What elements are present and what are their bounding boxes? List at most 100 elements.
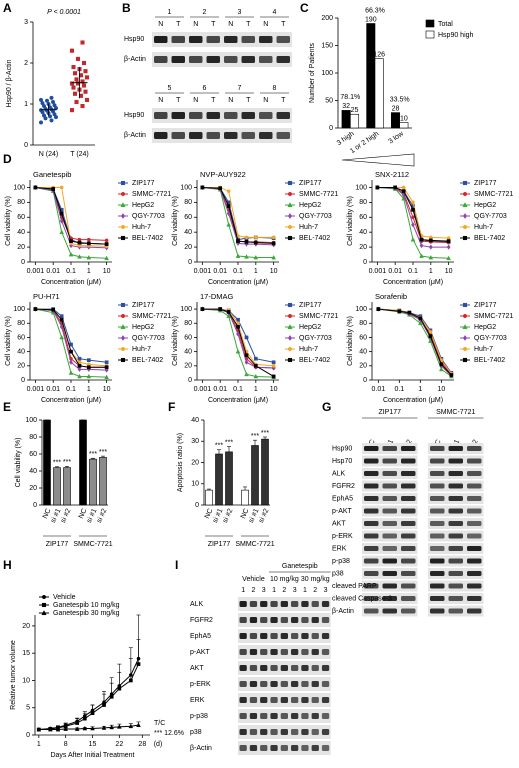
row-label: cleaved Caspase-3 [332,595,392,602]
series-line [202,186,274,259]
blot-band [270,681,278,687]
blot-band [171,112,185,119]
data-point [59,211,64,216]
legend-label: Huh-7 [299,346,318,353]
bar [79,419,87,506]
legend-swatch [425,19,435,28]
blot-band [467,533,482,539]
blot-band [467,546,482,551]
row-label: AKT [332,520,346,527]
panel-letter: G [322,400,331,414]
data-point [236,331,240,337]
legend-label: SMMC-7721 [132,191,171,198]
data-point [117,724,122,729]
blot-band [239,729,247,735]
legend-marker [287,357,293,363]
blot-band [260,697,268,703]
legend-marker [462,357,468,363]
legend-label: Hsp90 high [438,32,474,39]
blot-band [364,596,379,601]
x-tick-label: 0.1 [394,386,404,393]
blot-band [364,558,379,564]
panel-letter: A [3,1,12,15]
y-tick-label: 20 [22,623,30,630]
data-point [428,329,433,334]
data-point [74,99,79,105]
blot-band [448,471,463,476]
blot-band [364,583,379,589]
blot-band [259,36,273,43]
x-unit: (d) [154,741,163,748]
data-point [75,721,80,725]
blot-band [448,596,463,601]
data-point [428,334,433,338]
data-point [244,235,249,240]
data-point [401,185,406,190]
blot-band [301,649,309,655]
blot-band [382,496,397,501]
blot-band [430,583,445,589]
blot-band [382,558,397,564]
data-point [38,97,44,102]
y-tick-label: 100 [25,417,37,424]
legend-marker [462,302,468,308]
blot-band [430,496,445,501]
data-point [74,77,79,82]
row-label: Hsp90 [332,445,352,452]
lane-label: 2 [282,587,286,594]
blot-band [260,681,268,687]
data-label: 126 [373,52,385,59]
y-tick-label: 0 [188,377,192,384]
series-line [202,308,274,367]
x-tick-label: 22 [115,741,123,748]
bar [99,457,107,506]
annotation: 66.3% [365,7,385,14]
blot-band [401,583,416,589]
legend-marker [287,313,293,319]
blot-band [448,458,463,464]
data-point [200,307,205,311]
y-axis-label: Cell viability (%) [347,316,354,366]
data-label: 10 [400,115,408,122]
blot-band [301,617,309,623]
row-label: p38 [190,729,202,736]
legend-label: Total [438,21,453,28]
blot-band [260,745,268,751]
blot-band [249,665,258,671]
legend-marker [462,213,468,219]
blot-band [206,112,220,119]
y-tick-label: 0 [21,259,25,266]
data-point [411,215,415,220]
data-point [397,309,402,314]
legend-label: QGY-7703 [474,335,507,342]
data-point [419,253,424,258]
blot-band [364,521,379,526]
data-point [235,349,241,354]
x-axis-label: Concentration (μM) [41,279,101,286]
blot-membrane [152,128,292,143]
x-tick-label: 0.1 [233,268,243,275]
sample-number: 4 [273,9,277,16]
blot-band [249,633,258,639]
row-label: p-AKT [190,649,211,656]
row-label: EphA5 [190,633,211,640]
bar [53,467,61,506]
data-point [136,722,141,728]
data-point [47,114,53,119]
row-label: p-p38 [190,713,208,720]
data-point [136,662,141,666]
blot-band [382,596,397,601]
lane-label: 3 [293,587,297,594]
blot-band [239,665,247,671]
row-label: FGFR2 [190,617,213,624]
blot-band [249,681,258,687]
blot-band [189,36,203,43]
blot-band [276,112,290,119]
series-line [377,186,449,242]
y-tick-label: 0 [188,259,192,266]
blot-band [382,458,397,464]
data-point [449,373,454,377]
x-tick-label: 15 [89,741,97,748]
data-point [393,185,398,190]
x-tick-label: 28 [138,741,146,748]
